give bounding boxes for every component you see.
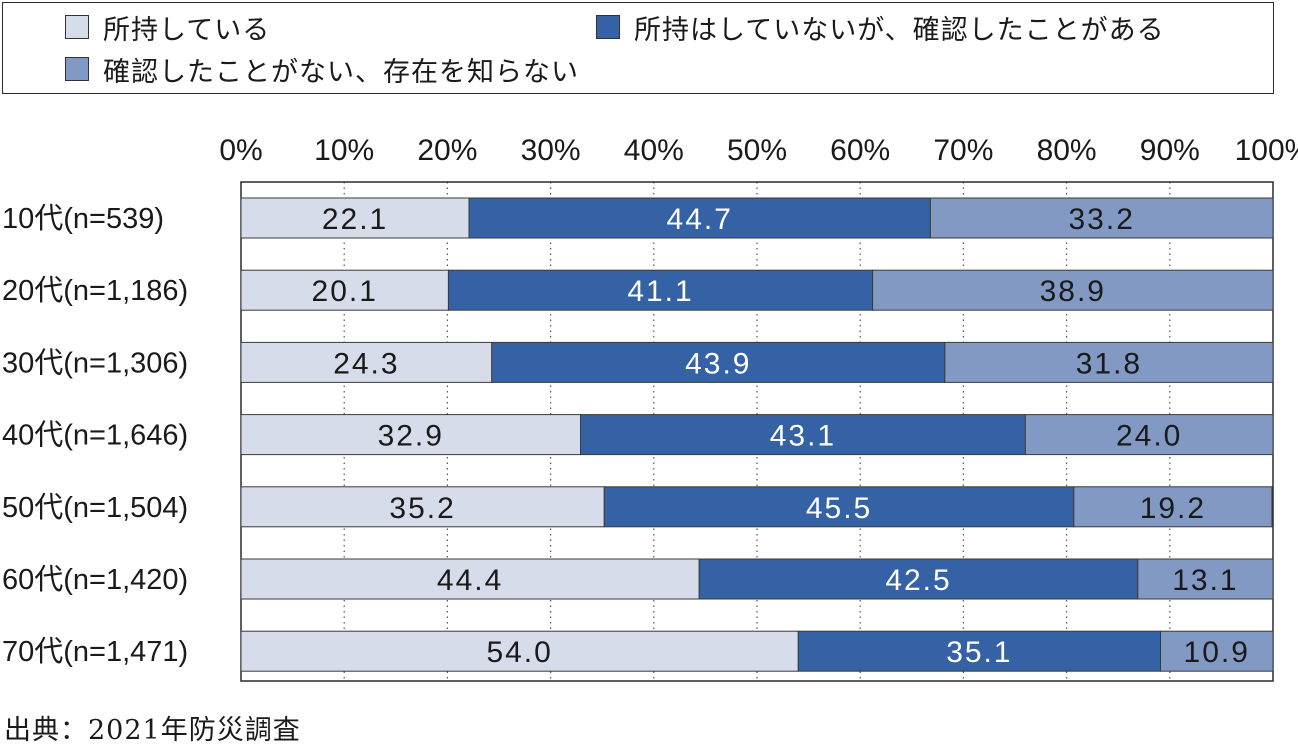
data-label: 10.9 (1184, 636, 1250, 669)
category-label: 10代(n=539) (2, 203, 164, 235)
stacked-bar-chart: 0% 10% 20% 30% 40% 50% 60% 70% 80% 90% 100% 10代(n=5… (2, 134, 1298, 682)
category-label: 30代(n=1,306) (2, 347, 188, 379)
data-label: 31.8 (1076, 347, 1142, 380)
data-label: 13.1 (1172, 564, 1238, 597)
bar-segment (872, 269, 1274, 311)
legend-item-seen: 所持はしていないが、確認したことがある (596, 9, 1165, 46)
bar-segment (1160, 630, 1274, 672)
category-label: 20代(n=1,186) (2, 275, 188, 307)
data-label: 20.1 (312, 275, 378, 308)
data-label: 43.1 (770, 420, 836, 453)
bar-segment (929, 197, 1274, 239)
bar-segment (240, 558, 700, 600)
x-tick-label-90: 90% (1140, 134, 1200, 167)
bar-segment (240, 341, 493, 383)
data-label: 43.9 (685, 347, 751, 380)
x-tick-label-100: 100% (1235, 134, 1298, 167)
bar-segment (240, 269, 449, 311)
data-label: 35.1 (946, 636, 1012, 669)
category-label: 70代(n=1,471) (2, 636, 188, 668)
legend-label-unknown: 確認したことがない、存在を知らない (103, 56, 579, 88)
data-label: 38.9 (1040, 275, 1106, 308)
data-label: 42.5 (885, 564, 951, 597)
bar-segment (468, 197, 931, 239)
x-tick-label-40: 40% (624, 134, 684, 167)
x-tick-label-70: 70% (933, 134, 993, 167)
data-label: 22.1 (322, 203, 388, 236)
data-label: 45.5 (806, 492, 872, 525)
legend-swatch-unknown (65, 57, 89, 81)
data-label: 41.1 (627, 275, 693, 308)
data-label: 24.0 (1116, 420, 1182, 453)
x-tick-label-30: 30% (521, 134, 581, 167)
bar-segment (447, 269, 874, 311)
legend-label-seen: 所持はしていないが、確認したことがある (634, 14, 1165, 46)
category-label: 60代(n=1,420) (2, 564, 188, 596)
bar-segment (1137, 558, 1274, 600)
legend-item-possess: 所持している (65, 9, 271, 46)
data-label: 44.7 (667, 203, 733, 236)
x-tick-label-60: 60% (830, 134, 890, 167)
x-tick-label-80: 80% (1037, 134, 1097, 167)
data-label: 33.2 (1068, 203, 1134, 236)
bar-segment (1073, 486, 1273, 528)
source-note: 出典：2021年防災調査 (4, 715, 301, 746)
bar-segment (944, 341, 1274, 383)
data-label: 54.0 (486, 636, 552, 669)
data-label: 32.9 (378, 420, 444, 453)
x-tick-label-20: 20% (417, 134, 477, 167)
data-label: 35.2 (389, 492, 455, 525)
legend-label-possess: 所持している (103, 14, 271, 46)
x-tick-label-0: 0% (219, 134, 262, 167)
legend-swatch-possess (65, 15, 89, 39)
x-tick-label-10: 10% (314, 134, 374, 167)
x-tick-label-50: 50% (727, 134, 787, 167)
category-label: 50代(n=1,504) (2, 492, 188, 524)
data-label: 19.2 (1140, 492, 1206, 525)
legend-item-unknown: 確認したことがない、存在を知らない (65, 51, 579, 88)
category-label: 40代(n=1,646) (2, 420, 188, 452)
data-label: 44.4 (437, 564, 503, 597)
bar-segment (491, 341, 946, 383)
chart-legend: 所持している 所持はしていないが、確認したことがある 確認したことがない、存在を… (2, 2, 1274, 94)
legend-swatch-seen (596, 15, 620, 39)
data-label: 24.3 (333, 347, 399, 380)
bar-segment (240, 486, 605, 528)
bar-segment (1024, 414, 1274, 456)
bar-segment (240, 630, 799, 672)
bar-segment (240, 197, 470, 239)
